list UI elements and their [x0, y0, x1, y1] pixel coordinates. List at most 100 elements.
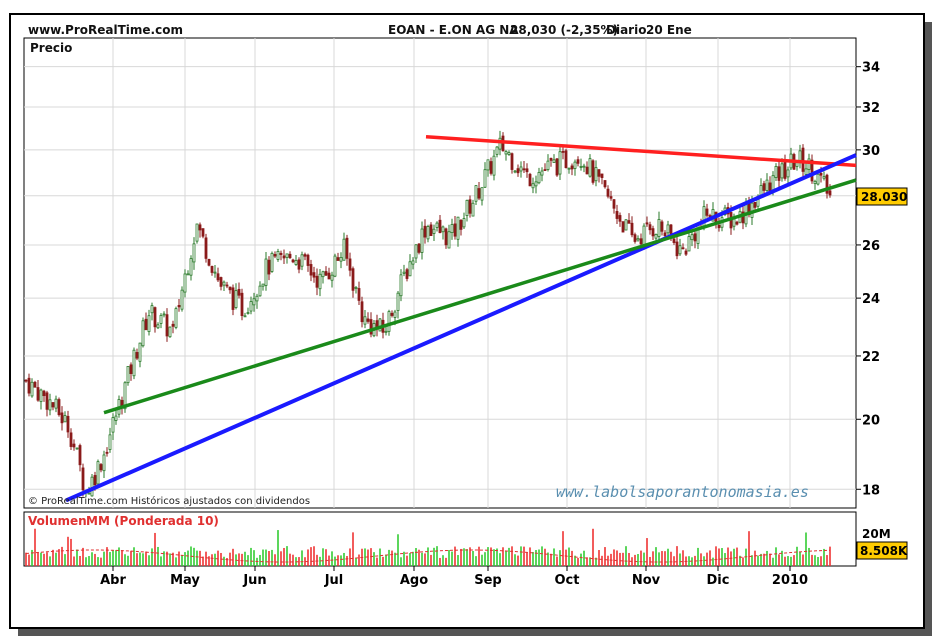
candle-body	[564, 150, 568, 168]
volume-ma-title: MM (Ponderada 10)	[86, 514, 219, 528]
candle-body	[126, 366, 130, 384]
candle-body	[543, 169, 547, 171]
candle-body	[216, 273, 220, 281]
candle-body	[309, 264, 313, 276]
candle-body	[552, 159, 556, 163]
candle-body	[489, 161, 493, 174]
candle-body	[129, 364, 133, 375]
candle-body	[219, 277, 223, 287]
candle-body	[453, 223, 457, 237]
candle-body	[492, 155, 496, 176]
candle-body	[252, 298, 256, 306]
candle-body	[111, 417, 115, 433]
period-label: Diario	[606, 23, 646, 37]
candle-body	[579, 166, 583, 168]
x-tick-label: Sep	[474, 573, 502, 588]
candle-body	[819, 172, 823, 176]
candle-body	[396, 292, 400, 311]
candle-body	[594, 167, 598, 182]
candle-body	[570, 165, 574, 170]
candle-body	[264, 258, 268, 286]
candle-body	[96, 461, 100, 485]
candle-body	[576, 159, 580, 164]
candle-body	[351, 268, 355, 291]
candle-body	[291, 259, 295, 263]
candle-body	[786, 169, 790, 178]
candle-body	[54, 398, 58, 409]
candle-body	[36, 387, 40, 401]
candle-body	[324, 271, 328, 276]
candle-body	[330, 274, 334, 281]
trendline-resistance	[425, 134, 857, 168]
candle-body	[684, 250, 688, 255]
candle-body	[471, 202, 475, 217]
candle-body	[462, 218, 466, 228]
candle-body	[333, 255, 337, 277]
candle-body	[753, 201, 757, 208]
candle-body	[57, 399, 61, 416]
candle-body	[48, 399, 52, 411]
candle-body	[342, 238, 346, 261]
candle-body	[318, 273, 322, 290]
candle-body	[312, 272, 316, 278]
candle-body	[804, 168, 808, 175]
last-price-value: 28.030	[861, 190, 907, 204]
candle-body	[456, 216, 460, 240]
candle-body	[147, 315, 151, 332]
candle-body	[459, 219, 463, 230]
volume-title: Volumen	[28, 514, 87, 528]
candle-body	[828, 190, 832, 196]
candle-body	[612, 199, 616, 209]
candle-body	[276, 250, 280, 260]
candle-body	[810, 159, 814, 182]
candle-body	[816, 173, 820, 185]
candle-body	[369, 319, 373, 335]
candle-body	[615, 211, 619, 219]
candle-body	[447, 231, 451, 249]
candle-body	[261, 283, 265, 287]
candle-body	[30, 381, 34, 397]
candle-body	[807, 158, 811, 170]
x-tick-label: Oct	[555, 573, 580, 588]
candle-body	[183, 273, 187, 293]
candle-body	[654, 234, 658, 239]
candle-body	[240, 292, 244, 316]
candle-body	[336, 257, 340, 261]
candle-body	[822, 176, 826, 179]
candle-body	[345, 237, 349, 259]
candle-body	[573, 161, 577, 169]
candle-body	[360, 301, 364, 323]
candle-body	[630, 222, 634, 236]
candle-body	[423, 225, 427, 238]
y-tick-label: 22	[862, 350, 880, 365]
candle-body	[420, 228, 424, 253]
volume-moving-average	[25, 549, 831, 563]
candle-body	[429, 224, 433, 236]
x-tick-label: Jun	[242, 573, 266, 588]
candle-body	[105, 451, 109, 454]
candle-body	[774, 166, 778, 178]
x-tick-label: Dic	[707, 573, 730, 588]
candle-body	[177, 305, 181, 308]
candle-body	[534, 181, 538, 187]
last-price-badge	[856, 187, 908, 206]
candle-body	[648, 224, 652, 231]
candle-body	[672, 238, 676, 243]
candle-body	[624, 219, 628, 231]
candle-body	[165, 314, 169, 337]
candle-body	[93, 475, 97, 486]
candle-body	[504, 151, 508, 155]
candle-body	[405, 269, 409, 279]
candle-body	[354, 287, 358, 289]
candle-body	[585, 166, 589, 175]
y-tick-label: 32	[862, 101, 880, 116]
candle-body	[234, 290, 238, 308]
y-tick-label: 26	[862, 239, 880, 254]
candle-body	[174, 308, 178, 328]
y-tick-label: 30	[862, 144, 880, 159]
candle-body	[474, 185, 478, 202]
site-name[interactable]: www.ProRealTime.com	[28, 23, 183, 37]
candle-body	[522, 168, 526, 171]
candle-body	[207, 258, 211, 266]
x-tick-label: Ago	[400, 573, 428, 588]
